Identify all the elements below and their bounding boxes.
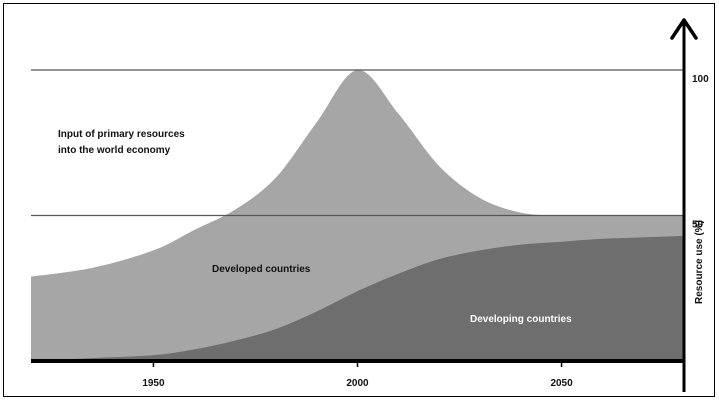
area-developing-countries [31, 235, 684, 361]
y-axis-label: Resource use (%) [694, 220, 705, 304]
y-tick-label-50: 50 [692, 220, 704, 231]
y-axis-arrow-icon [670, 18, 698, 40]
annotation-developed: Developed countries [212, 264, 311, 275]
x-tick-label-1950: 1950 [142, 378, 165, 389]
annotation-developing: Developing countries [470, 314, 572, 325]
annotation-total-line1: Input of primary resources [58, 129, 185, 140]
annotation-total-line2: into the world economy [58, 145, 171, 156]
y-tick-label-100: 100 [692, 74, 709, 85]
x-tick-label-2000: 2000 [346, 378, 369, 389]
x-tick-label-2050: 2050 [550, 378, 573, 389]
